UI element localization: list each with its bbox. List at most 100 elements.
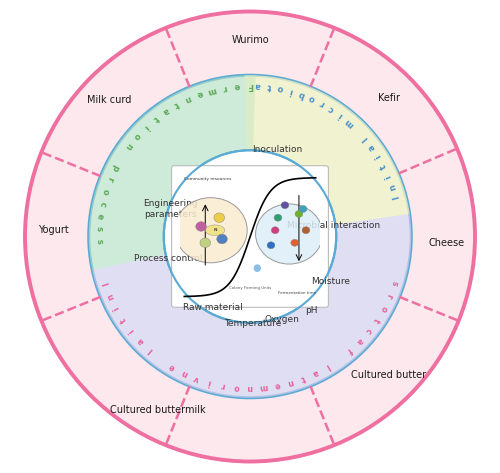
Text: a: a	[161, 105, 170, 116]
Text: i: i	[337, 111, 344, 120]
Text: s: s	[94, 239, 104, 245]
Text: v: v	[193, 373, 201, 383]
Text: t: t	[119, 316, 128, 324]
Circle shape	[256, 204, 322, 264]
Text: r: r	[220, 381, 226, 390]
Text: n: n	[124, 141, 134, 151]
Circle shape	[295, 210, 303, 218]
Text: a: a	[312, 368, 320, 378]
Text: o: o	[276, 83, 284, 93]
Text: i: i	[112, 305, 122, 312]
Text: o: o	[308, 93, 316, 104]
Circle shape	[274, 214, 282, 221]
Text: a: a	[255, 81, 261, 90]
Text: e: e	[196, 88, 204, 99]
Text: l: l	[361, 134, 370, 142]
Circle shape	[302, 227, 310, 234]
Text: s: s	[389, 280, 399, 287]
Text: Moisture: Moisture	[311, 277, 350, 286]
Text: o: o	[100, 187, 111, 195]
Text: pH: pH	[305, 306, 318, 315]
Text: ●: ●	[252, 263, 261, 273]
Text: r: r	[384, 292, 394, 299]
Circle shape	[271, 227, 279, 234]
Text: N: N	[214, 228, 217, 232]
Text: Microbial interaction: Microbial interaction	[288, 221, 380, 230]
Text: Process control: Process control	[134, 254, 202, 263]
Text: Yogurt: Yogurt	[38, 225, 69, 235]
Text: I: I	[102, 280, 111, 286]
Circle shape	[299, 205, 307, 212]
Text: e: e	[274, 380, 280, 390]
Polygon shape	[244, 75, 410, 225]
Text: n: n	[286, 377, 294, 387]
Text: t: t	[372, 316, 381, 324]
Text: f: f	[345, 346, 354, 355]
Text: o: o	[234, 382, 239, 392]
Text: a: a	[367, 142, 378, 152]
Text: e: e	[96, 213, 105, 220]
Text: Inoculation: Inoculation	[252, 145, 302, 154]
Text: p: p	[110, 163, 120, 173]
Text: t: t	[300, 373, 306, 383]
Text: s: s	[94, 227, 104, 232]
Text: Cheese: Cheese	[428, 238, 465, 248]
Polygon shape	[92, 214, 411, 398]
Circle shape	[196, 222, 206, 231]
Text: c: c	[364, 326, 374, 335]
Text: Temperature: Temperature	[224, 319, 282, 328]
Text: m: m	[207, 85, 218, 96]
Circle shape	[25, 11, 475, 462]
Text: Colony Forming Units: Colony Forming Units	[229, 286, 271, 290]
Text: i: i	[288, 86, 294, 96]
Text: Community resources: Community resources	[184, 177, 232, 181]
Text: n: n	[184, 93, 192, 104]
Text: m: m	[344, 116, 355, 129]
Circle shape	[281, 201, 289, 209]
Text: Raw material: Raw material	[183, 303, 243, 312]
Text: Cultured butter: Cultured butter	[352, 370, 426, 380]
Text: e: e	[234, 81, 240, 90]
Text: e: e	[168, 361, 177, 372]
Text: a: a	[354, 336, 364, 346]
Text: n: n	[180, 368, 189, 378]
Text: Cultured buttermilk: Cultured buttermilk	[110, 405, 206, 415]
Text: l: l	[146, 346, 154, 355]
Text: i: i	[384, 173, 394, 179]
Text: i: i	[128, 327, 136, 335]
Text: b: b	[297, 89, 306, 100]
Circle shape	[200, 238, 210, 247]
Text: c: c	[98, 200, 108, 207]
Text: r: r	[318, 98, 326, 108]
Text: t: t	[266, 82, 272, 91]
Circle shape	[216, 234, 228, 244]
Text: t: t	[151, 114, 160, 123]
Text: Engineering
parameters: Engineering parameters	[142, 200, 198, 219]
Text: a: a	[136, 336, 146, 346]
Circle shape	[89, 75, 411, 398]
Text: o: o	[132, 131, 142, 141]
Text: r: r	[222, 83, 228, 92]
Text: t: t	[379, 162, 389, 170]
Text: Kefir: Kefir	[378, 93, 400, 103]
Text: Milk curd: Milk curd	[86, 95, 131, 105]
Text: c: c	[327, 104, 336, 114]
Text: n: n	[106, 291, 116, 300]
Text: i: i	[142, 123, 150, 131]
Text: l: l	[324, 362, 331, 371]
FancyBboxPatch shape	[172, 166, 328, 307]
Circle shape	[214, 213, 224, 222]
Text: n: n	[247, 383, 253, 392]
Polygon shape	[89, 75, 256, 270]
Text: i: i	[207, 377, 212, 387]
Text: i: i	[374, 153, 383, 160]
Text: m: m	[259, 382, 268, 392]
Text: I: I	[392, 195, 401, 200]
Text: t: t	[172, 99, 180, 109]
Text: n: n	[388, 183, 398, 191]
Text: Oxygen: Oxygen	[265, 315, 300, 324]
Text: Fermentation time: Fermentation time	[278, 291, 316, 295]
Text: F: F	[247, 81, 253, 90]
Circle shape	[267, 242, 275, 249]
Circle shape	[291, 239, 298, 246]
